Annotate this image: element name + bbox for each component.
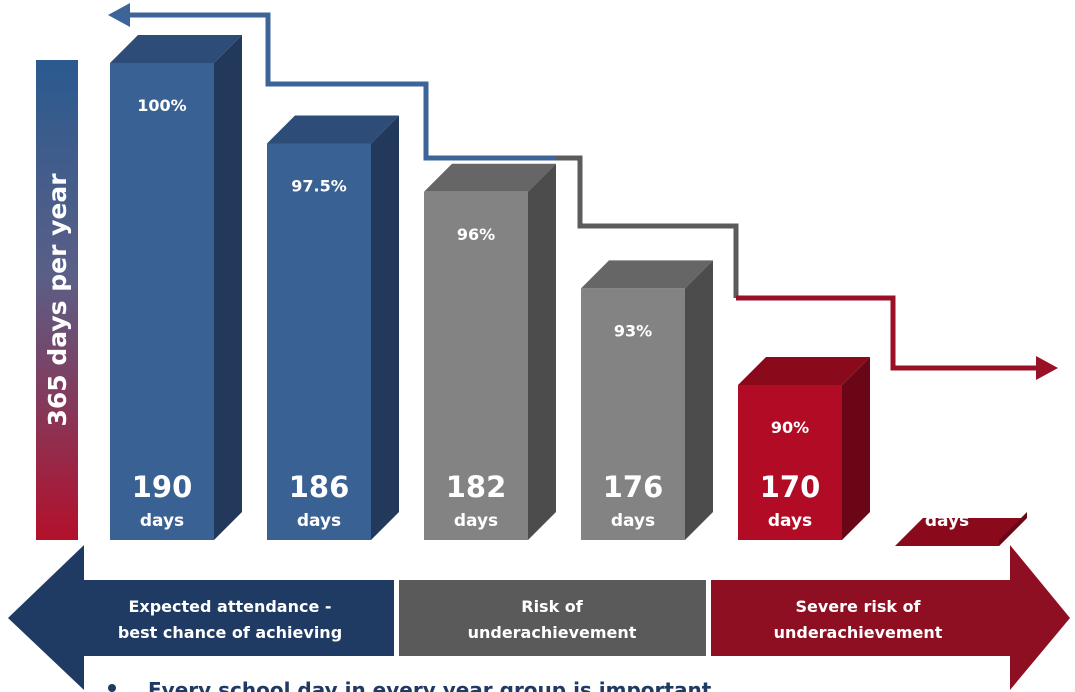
y-axis-label: 365 days per year — [43, 173, 72, 427]
band-segment — [82, 580, 394, 656]
bar-days-value: 161 — [917, 470, 978, 504]
y-axis-band — [36, 60, 78, 540]
left-arrow-head — [108, 3, 130, 27]
bar-front-face — [267, 143, 371, 540]
bar-top-face — [895, 518, 1027, 546]
bar-top-face — [424, 163, 556, 192]
band-label-line1: Risk of — [521, 597, 584, 616]
bar-percent-label: 97.5% — [291, 177, 347, 196]
step-line-grey — [556, 155, 739, 298]
bar-days-value: 186 — [289, 470, 350, 504]
bar-front-face — [738, 385, 842, 540]
bar-side-face — [842, 357, 870, 540]
bar-days-unit: days — [768, 511, 812, 531]
risk-band-arrow: Expected attendance - best chance of achi… — [8, 545, 1070, 690]
band-label-line1: Expected attendance - — [128, 597, 331, 616]
bar-front-face — [424, 191, 528, 541]
bar-percent-label: 90% — [771, 418, 809, 437]
bar-percent-label: 96% — [457, 225, 495, 244]
band-segment — [711, 580, 1010, 656]
band-label-line2: underachievement — [774, 623, 943, 642]
bar-side-face — [685, 260, 713, 540]
band-label-line2: best chance of achieving — [118, 623, 342, 642]
band-expected: Expected attendance - best chance of achi… — [82, 580, 394, 656]
bar-days-unit: days — [611, 511, 655, 531]
bar-1: 100% 190 days — [110, 35, 242, 540]
band-label-line2: underachievement — [468, 623, 637, 642]
bar-days-unit: days — [454, 511, 498, 531]
footer-panel — [88, 658, 1008, 692]
step-line-blue — [122, 12, 556, 161]
bar-front-face — [110, 63, 214, 540]
band-right-arrow-head — [1010, 545, 1070, 690]
bar-days-unit: days — [140, 511, 184, 531]
bar-days-unit: days — [297, 511, 341, 531]
bar-side-face — [999, 512, 1027, 546]
band-left-arrow-head — [8, 545, 84, 690]
bar-days-value: 170 — [760, 470, 821, 504]
band-severe: Severe risk of underachievement — [711, 580, 1010, 656]
bar-side-face — [214, 35, 242, 540]
bar-5: 90% 170 days — [738, 357, 870, 540]
bar-front-face — [581, 288, 685, 540]
bar-3: 96% 182 days — [424, 163, 556, 541]
bar-days-unit: days — [925, 511, 969, 531]
bar-4: 93% 176 days — [581, 260, 713, 540]
trend-staircase — [108, 3, 1058, 380]
bar-top-face — [581, 260, 713, 289]
bar-days-value: 190 — [132, 470, 193, 504]
bar-2: 97.5% 186 days — [267, 115, 399, 540]
bar-top-face — [267, 115, 399, 144]
bar-top-face — [738, 357, 870, 385]
band-label-line1: Severe risk of — [795, 597, 921, 616]
band-segment — [399, 580, 706, 656]
step-line-red — [736, 295, 1040, 371]
band-risk: Risk of underachievement — [399, 580, 706, 656]
right-arrow-head — [1036, 356, 1058, 380]
bar-side-face — [528, 163, 556, 541]
bar-days-value: 176 — [603, 470, 664, 504]
bar-days-value: 182 — [446, 470, 507, 504]
bullet-dot — [108, 684, 116, 692]
bar-percent-label: 93% — [614, 321, 652, 340]
footer-bullet-text: Every school day in every year group is … — [148, 678, 712, 692]
bar-percent-label: 100% — [137, 96, 186, 115]
bar-top-face — [110, 35, 242, 63]
bar-group: 100% 190 days 97.5% 186 days 96% 182 days 93% 176 d… — [110, 35, 1027, 598]
bar-side-face — [371, 115, 399, 540]
